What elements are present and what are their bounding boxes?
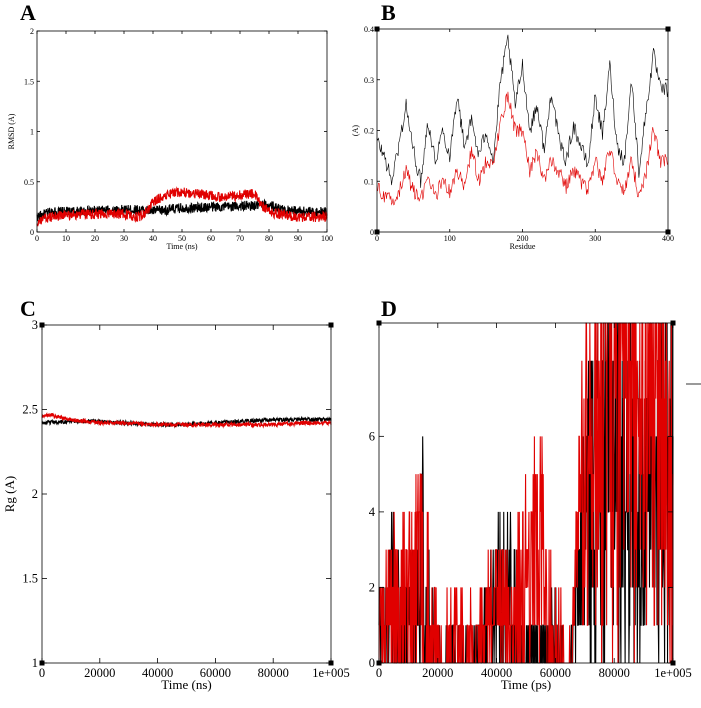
chart-c-y-tick-label: 2.5	[22, 403, 38, 417]
chart-b-y-axis-label: (A)	[351, 125, 360, 136]
chart-d-x-tick-label: 40000	[481, 666, 512, 680]
chart-b: 0 100 200 300 400 0 0.1 0.2 0.3 0.4 Residue (A)	[351, 25, 674, 251]
chart-d: 0 20000 40000 60000 80000 1e+005 0 2 4 6 Time (ps)	[369, 320, 692, 692]
chart-a-x-tick-label: 10	[62, 234, 70, 243]
chart-b-series-red	[376, 91, 669, 206]
chart-a-x-tick-label: 20	[91, 234, 99, 243]
chart-a-y-axis-label: RMSD (A)	[7, 113, 16, 149]
chart-c-x-tick-label: 0	[39, 666, 45, 680]
chart-a-y-tick-label: 1.5	[24, 77, 34, 86]
chart-b-x-tick-label: 0	[375, 234, 379, 243]
chart-a-x-tick-label: 50	[178, 234, 186, 243]
panel-letter-d: D	[381, 296, 397, 321]
chart-a-x-tick-label: 100	[321, 234, 333, 243]
chart-a-x-tick-label: 80	[265, 234, 273, 243]
chart-a-x-tick-label: 70	[236, 234, 244, 243]
chart-a-plot-frame	[36, 30, 328, 233]
chart-c-series-red	[41, 412, 332, 429]
chart-a-x-tick-label: 0	[35, 234, 39, 243]
chart-a-x-tick-label: 60	[207, 234, 215, 243]
chart-d-x-axis-label: Time (ps)	[501, 677, 551, 692]
chart-b-x-tick-label: 100	[444, 234, 456, 243]
panel-letter-a: A	[20, 0, 36, 25]
chart-d-x-tick-label: 80000	[599, 666, 630, 680]
chart-b-x-tick-label: 300	[589, 234, 601, 243]
chart-b-y-tick-label: 0.3	[364, 76, 374, 85]
chart-c-x-tick-label: 20000	[84, 666, 115, 680]
chart-c-y-axis-label: Rg (A)	[2, 476, 17, 512]
chart-b-x-tick-label: 200	[517, 234, 529, 243]
chart-c-y-tick-label: 1	[32, 656, 38, 670]
chart-a-x-tick-label: 40	[149, 234, 157, 243]
chart-d-y-tick-label: 6	[369, 429, 375, 443]
chart-b-y-tick-label: 0.1	[364, 177, 374, 186]
chart-d-x-tick-label: 20000	[422, 666, 453, 680]
chart-c-x-tick-label: 1e+005	[312, 666, 350, 680]
chart-a-x-axis-label: Time (ns)	[166, 242, 197, 251]
chart-c-x-tick-label: 60000	[200, 666, 231, 680]
chart-a-y-tick-label: 1	[30, 128, 34, 137]
chart-d-series-red	[378, 322, 674, 664]
chart-c-x-tick-label: 80000	[258, 666, 289, 680]
chart-b-x-axis-label: Residue	[510, 242, 536, 251]
chart-a-x-tick-label: 30	[120, 234, 128, 243]
chart-d-x-tick-label: 60000	[540, 666, 571, 680]
chart-c-plot-frame	[41, 324, 332, 664]
chart-b-series-black	[376, 34, 669, 188]
chart-c-y-tick-label: 1.5	[22, 572, 38, 586]
chart-b-y-tick-label: 0	[370, 228, 374, 237]
chart-a-x-tick-label: 90	[294, 234, 302, 243]
chart-a: 0 10 20 30 40 50 60 70 80 90 100 0 0.5 1 1.5 2 Time (ns)…	[7, 27, 333, 251]
panel-letter-c: C	[20, 296, 36, 321]
chart-d-x-tick-label: 0	[376, 666, 382, 680]
chart-d-y-tick-label: 2	[369, 580, 375, 594]
panel-letter-b: B	[381, 0, 396, 25]
chart-c: 0 20000 40000 60000 80000 1e+005 1 1.5 2 2.5 3 Time…	[2, 318, 350, 692]
chart-c-x-tick-label: 40000	[142, 666, 173, 680]
chart-c-y-tick-label: 2	[32, 487, 38, 501]
chart-b-x-tick-label: 400	[662, 234, 674, 243]
chart-d-plot-frame	[378, 322, 674, 664]
chart-a-series-red	[36, 186, 328, 228]
chart-b-y-tick-label: 0.2	[364, 127, 374, 136]
chart-c-y-tick-label: 3	[32, 318, 38, 332]
chart-d-y-tick-label: 0	[369, 656, 375, 670]
chart-b-y-tick-label: 0.4	[364, 25, 374, 34]
chart-a-y-tick-label: 2	[30, 27, 34, 36]
chart-a-y-tick-label: 0.5	[24, 178, 34, 187]
chart-a-y-tick-label: 0	[30, 228, 34, 237]
chart-d-y-tick-label: 4	[369, 505, 376, 519]
chart-c-x-axis-label: Time (ns)	[161, 677, 211, 692]
chart-d-x-tick-label: 1e+005	[654, 666, 692, 680]
